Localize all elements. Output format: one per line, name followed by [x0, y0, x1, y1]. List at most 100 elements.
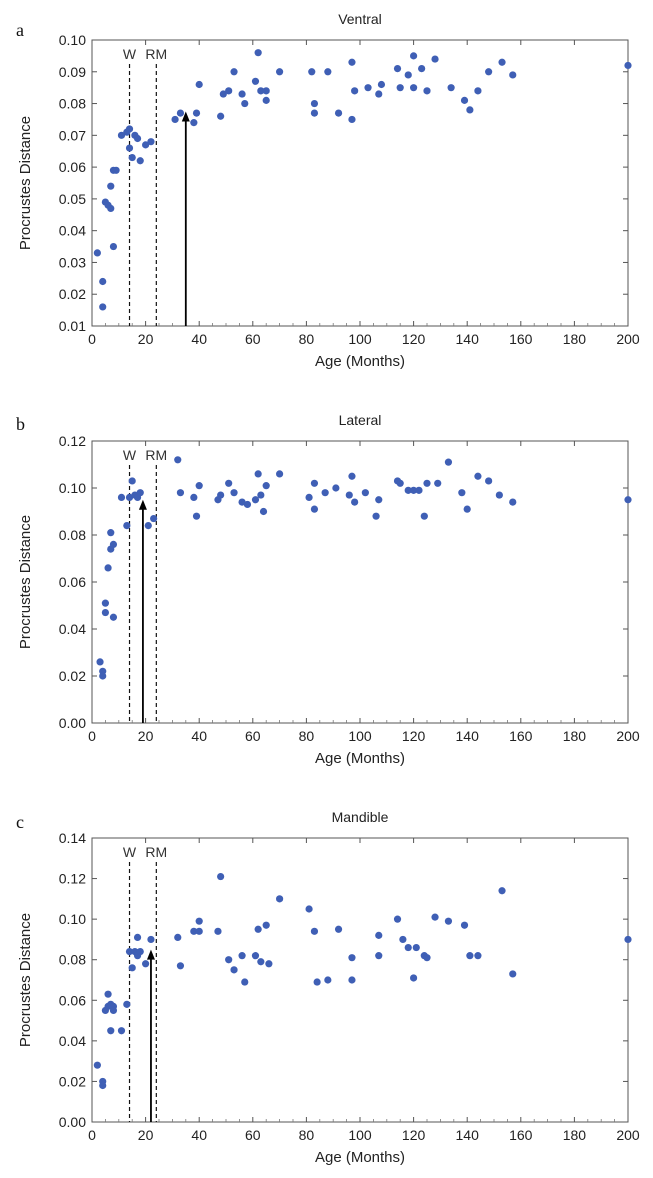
data-point	[396, 84, 404, 92]
data-point	[377, 80, 386, 89]
y-tick-label: 0.04	[59, 223, 86, 239]
y-tick-label: 0.08	[59, 96, 86, 112]
data-point	[109, 613, 118, 621]
x-tick-label: 120	[402, 1127, 426, 1143]
data-point	[104, 990, 112, 998]
data-point	[498, 58, 506, 66]
y-tick-label: 0.14	[59, 830, 86, 846]
x-tick-label: 160	[509, 728, 533, 744]
y-tick-label: 0.02	[59, 286, 86, 302]
data-point	[109, 540, 118, 548]
data-point	[99, 277, 107, 286]
data-point	[474, 87, 482, 95]
data-point	[128, 153, 136, 162]
data-point	[334, 925, 343, 933]
data-point	[125, 948, 134, 956]
data-point	[251, 77, 260, 85]
data-point	[423, 954, 431, 962]
x-tick-label: 180	[563, 1127, 587, 1143]
x-tick-label: 120	[402, 331, 426, 347]
panel-letter-a: a	[16, 20, 24, 40]
data-point	[348, 115, 356, 124]
x-tick-label: 160	[509, 1127, 533, 1143]
x-tick-label: 20	[138, 728, 154, 744]
x-tick-label: 100	[348, 728, 372, 744]
data-point	[214, 927, 222, 935]
panel-ventral: a Ventral 0 20 40 60 80 100 120 140 160 180 200 0.01…	[0, 0, 653, 392]
y-tick-label: 0.07	[59, 127, 86, 143]
data-point	[485, 477, 493, 485]
data-point	[259, 507, 268, 516]
chart-title: Ventral	[338, 11, 382, 27]
data-point	[305, 905, 313, 913]
data-point	[117, 131, 126, 139]
data-point	[310, 109, 319, 117]
data-point	[509, 498, 517, 506]
data-point	[107, 529, 115, 537]
data-point	[485, 68, 493, 76]
plot-frame	[91, 440, 629, 724]
data-point	[219, 90, 227, 98]
x-tick-label: 200	[616, 728, 640, 744]
data-point	[147, 935, 155, 944]
data-point	[238, 952, 246, 960]
y-tick-label: 0.05	[59, 191, 86, 207]
data-point	[225, 479, 233, 487]
data-point	[101, 599, 109, 607]
data-point	[225, 87, 233, 95]
x-tick-label: 40	[191, 331, 207, 347]
y-axis-label: Procrustes Distance	[17, 913, 34, 1047]
data-point	[375, 90, 383, 98]
data-point	[195, 927, 203, 935]
data-point	[265, 960, 273, 968]
x-axis-label: Age (Months)	[315, 750, 405, 767]
data-point	[257, 491, 265, 499]
data-point	[375, 496, 383, 504]
data-point	[125, 125, 134, 133]
data-point	[109, 242, 118, 251]
data-point	[348, 58, 356, 66]
data-point	[147, 138, 155, 146]
y-tick-label: 0.09	[59, 64, 86, 80]
data-point	[624, 496, 632, 504]
data-point	[241, 978, 249, 986]
data-point	[404, 71, 412, 79]
y-tick-label: 0.03	[59, 254, 86, 270]
data-point	[460, 96, 469, 104]
data-point	[117, 493, 126, 501]
marker-label-w: W	[123, 46, 137, 62]
data-point	[434, 479, 442, 487]
data-point	[310, 479, 319, 487]
x-tick-label: 180	[563, 331, 587, 347]
data-point	[136, 948, 144, 956]
data-point	[444, 458, 453, 466]
y-axis-label: Procrustes Distance	[17, 116, 34, 250]
data-point	[351, 498, 359, 506]
data-point	[136, 489, 144, 497]
data-point	[431, 913, 439, 921]
data-point	[276, 470, 284, 478]
chart-title: Mandible	[332, 809, 389, 825]
y-tick-label: 0.10	[59, 911, 86, 927]
data-point	[128, 964, 136, 972]
chart-mandible: Mandible 0 20 40 60 80 100 120 140 160 180 200 0.00 0…	[17, 809, 640, 1166]
data-point	[176, 109, 185, 117]
data-point	[107, 182, 115, 190]
data-point	[107, 1027, 115, 1035]
data-point	[310, 505, 319, 513]
data-point	[123, 1000, 131, 1008]
x-tick-label: 80	[299, 728, 315, 744]
data-point	[190, 493, 198, 501]
arrow-head	[146, 949, 155, 960]
data-point	[99, 303, 107, 311]
x-tick-label: 160	[509, 331, 533, 347]
data-point	[393, 915, 402, 923]
data-point	[276, 68, 284, 76]
data-point	[195, 917, 203, 925]
data-point	[624, 935, 632, 944]
data-point	[190, 119, 198, 127]
x-axis-label: Age (Months)	[315, 1149, 405, 1166]
data-point	[624, 61, 632, 70]
data-point	[104, 564, 112, 572]
data-point	[410, 974, 418, 982]
